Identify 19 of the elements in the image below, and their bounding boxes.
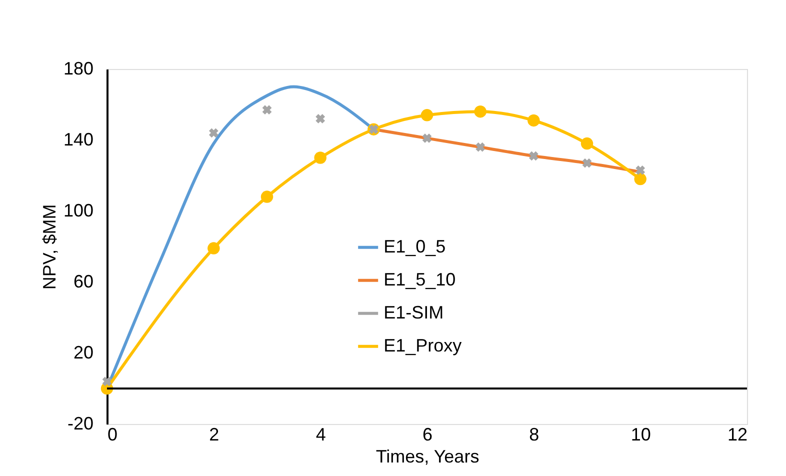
x-tick-label: 2 bbox=[209, 424, 220, 444]
legend-label: E1_Proxy bbox=[384, 335, 462, 356]
x-tick-label: 4 bbox=[316, 424, 326, 444]
legend-label: E1_0_5 bbox=[384, 236, 446, 256]
y-tick-label: 140 bbox=[63, 130, 94, 150]
x-axis-title: Times, Years bbox=[376, 446, 480, 466]
y-tick-label: -20 bbox=[67, 414, 94, 434]
x-tick-label: 8 bbox=[529, 424, 540, 444]
x-tick-label: 10 bbox=[630, 424, 651, 444]
x-tick-label: 0 bbox=[108, 424, 118, 444]
y-tick-label: 180 bbox=[63, 58, 94, 78]
x-tick-label: 12 bbox=[727, 424, 748, 444]
x-tick-label: 6 bbox=[422, 424, 433, 444]
legend-label: E1-SIM bbox=[384, 302, 444, 322]
y-tick-label: 100 bbox=[63, 200, 94, 220]
y-axis-title: NPV, $MM bbox=[39, 204, 60, 290]
y-tick-label: 20 bbox=[73, 342, 94, 362]
legend-label: E1_5_10 bbox=[384, 269, 456, 290]
y-tick-label: 60 bbox=[73, 272, 94, 292]
